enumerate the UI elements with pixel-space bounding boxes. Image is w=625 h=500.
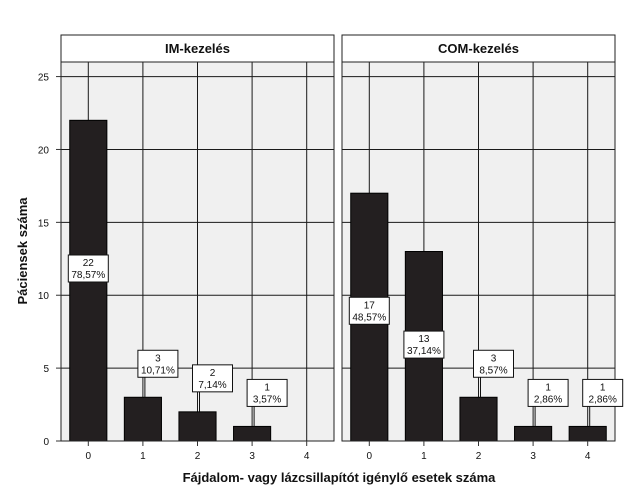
bar <box>178 411 217 442</box>
data-label-box <box>246 378 288 407</box>
x-tick-label: 3 <box>530 451 536 462</box>
data-label-box <box>137 349 179 378</box>
y-tick-label: 25 <box>38 73 50 84</box>
bar <box>233 425 272 442</box>
panel-header <box>341 34 616 63</box>
x-tick-label: 0 <box>86 451 92 462</box>
data-label-box <box>67 254 109 283</box>
x-tick-label: 0 <box>367 451 373 462</box>
x-tick-label: 4 <box>585 451 591 462</box>
data-label-percent: 37,14% <box>407 346 441 357</box>
x-tick-label: 2 <box>476 451 482 462</box>
bar <box>514 425 553 442</box>
data-label-box <box>192 364 233 393</box>
bar <box>123 396 162 442</box>
data-label-count: 1 <box>545 382 551 393</box>
x-tick-label: 1 <box>140 451 146 462</box>
data-label-percent: 2,86% <box>589 394 617 405</box>
data-label-count: 1 <box>600 382 606 393</box>
data-label-count: 3 <box>155 353 161 364</box>
x-tick-label: 2 <box>195 451 201 462</box>
data-label-percent: 8,57% <box>479 365 507 376</box>
y-tick-label: 5 <box>43 364 49 375</box>
y-tick-label: 20 <box>38 145 50 156</box>
bar <box>459 396 498 442</box>
x-tick-label: 1 <box>421 451 427 462</box>
y-tick-label: 0 <box>43 437 49 448</box>
data-label-box <box>348 296 390 325</box>
data-label-count: 3 <box>491 353 497 364</box>
data-label-count: 2 <box>210 368 216 379</box>
data-label-percent: 10,71% <box>141 365 175 376</box>
data-label-count: 22 <box>83 258 95 269</box>
panel-title: COM-kezelés <box>438 41 519 56</box>
x-axis-label: Fájdalom- vagy lázcsillapítót igénylő es… <box>183 470 497 485</box>
data-label-count: 17 <box>364 300 376 311</box>
data-label-percent: 2,86% <box>534 394 562 405</box>
panel-title: IM-kezelés <box>165 41 230 56</box>
data-label-box <box>403 330 445 359</box>
y-tick-label: 10 <box>38 291 50 302</box>
data-label-box <box>473 349 514 378</box>
data-label-count: 13 <box>418 334 430 345</box>
data-label-percent: 78,57% <box>71 270 105 281</box>
bar <box>568 425 607 442</box>
y-axis-label: Páciensek száma <box>15 197 30 305</box>
y-tick-label: 15 <box>38 218 50 229</box>
data-label-percent: 48,57% <box>352 312 386 323</box>
data-label-count: 1 <box>264 382 270 393</box>
data-label-percent: 7,14% <box>198 380 226 391</box>
data-label-percent: 3,57% <box>253 394 281 405</box>
x-tick-label: 3 <box>249 451 255 462</box>
data-label-box <box>582 378 624 407</box>
x-tick-label: 4 <box>304 451 310 462</box>
data-label-box <box>527 378 569 407</box>
